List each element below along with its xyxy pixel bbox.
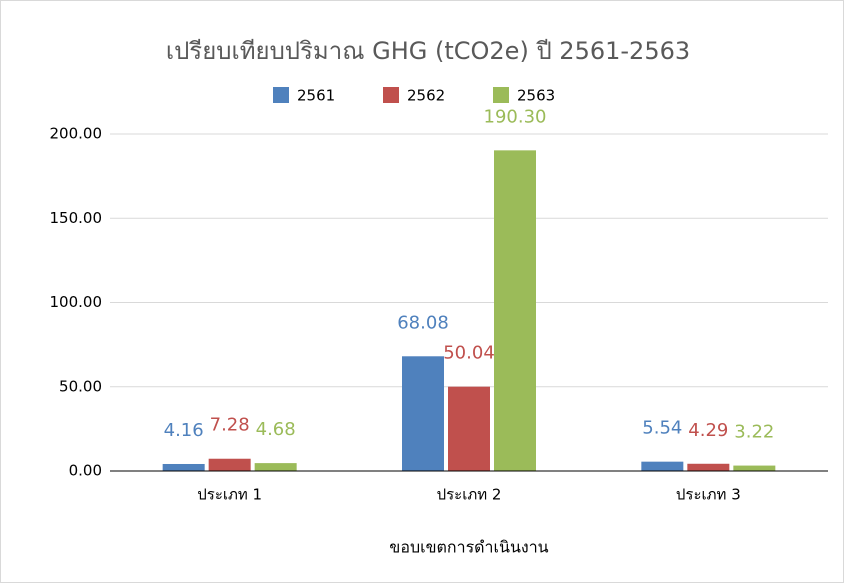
- data-label: 190.30: [484, 106, 547, 127]
- y-tick-label: 200.00: [50, 125, 103, 143]
- y-tick-label: 100.00: [50, 293, 103, 311]
- data-label: 4.68: [256, 419, 296, 440]
- legend-swatch: [493, 87, 509, 103]
- x-tick-label: ประเภท 2: [437, 486, 502, 504]
- legend-swatch: [273, 87, 289, 103]
- bar: [733, 465, 776, 471]
- legend-label: 2563: [517, 87, 555, 105]
- bar: [448, 386, 490, 471]
- chart-title: เปรียบเทียบปริมาณ GHG (tCO2e) ปี 2561-25…: [166, 37, 690, 65]
- bar: [162, 463, 205, 471]
- bar: [641, 461, 684, 471]
- data-label: 7.28: [210, 415, 250, 436]
- bar: [402, 356, 444, 471]
- y-tick-label: 50.00: [59, 377, 102, 395]
- data-label: 50.04: [443, 343, 495, 364]
- bar: [208, 458, 251, 471]
- data-label: 4.29: [688, 420, 728, 441]
- y-tick-label: 150.00: [50, 209, 103, 227]
- y-tick-label: 0.00: [69, 462, 102, 480]
- legend-label: 2561: [297, 87, 335, 105]
- bar: [687, 463, 730, 471]
- data-label: 4.16: [164, 420, 204, 441]
- bar: [254, 463, 297, 471]
- bar: [494, 150, 536, 472]
- x-tick-label: ประเภท 1: [197, 486, 262, 504]
- legend-label: 2562: [407, 87, 445, 105]
- x-tick-label: ประเภท 3: [676, 486, 741, 504]
- data-label: 3.22: [734, 422, 774, 443]
- x-axis-title: ขอบเขตการดำเนินงาน: [389, 538, 548, 557]
- data-label: 5.54: [642, 418, 682, 439]
- legend-swatch: [383, 87, 399, 103]
- data-label: 68.08: [397, 312, 449, 333]
